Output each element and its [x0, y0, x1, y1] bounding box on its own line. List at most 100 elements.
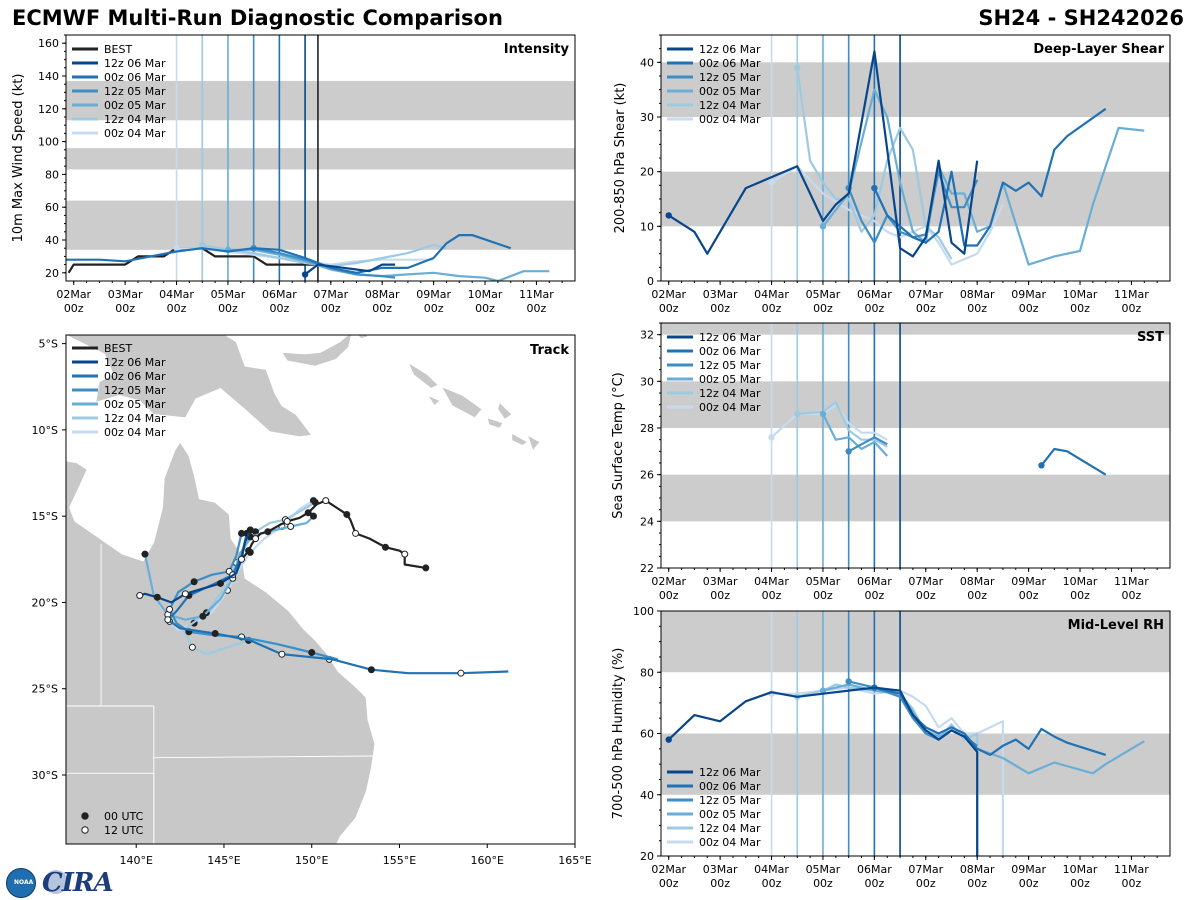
- sst-xtick-label: 07Mar: [908, 575, 943, 588]
- rh-title: Mid-Level RH: [1068, 618, 1164, 633]
- shear-legend-label: 00z 04 Mar: [699, 113, 761, 126]
- intensity-series-start-marker: [301, 271, 309, 278]
- map-land-australia: [66, 441, 376, 844]
- rh-series-r12z04: [796, 683, 979, 856]
- sst-xtick-label: 09Mar: [1011, 575, 1046, 588]
- intensity-ytick-label: 60: [45, 201, 59, 214]
- rh-xtick-label: 00z: [1122, 877, 1142, 890]
- rh-xtick-label: 00z: [1019, 877, 1039, 890]
- track-marker-00utc: [308, 648, 316, 656]
- sst-ytick-label: 28: [640, 422, 654, 435]
- sst-xtick-label: 00z: [762, 589, 782, 602]
- shear-xtick-label: 00z: [659, 302, 679, 315]
- shear-xtick-label: 00z: [1070, 302, 1090, 315]
- sst-series-r00z05: [822, 413, 889, 457]
- shear-band: [661, 171, 1170, 227]
- intensity-xtick-label: 09Mar: [416, 288, 451, 301]
- track-marker-12utc: [352, 529, 360, 537]
- rh-xtick-label: 06Mar: [857, 863, 892, 876]
- shear-xtick-label: 00z: [762, 302, 782, 315]
- map-land-new-guinea: [66, 335, 313, 438]
- intensity-panel: 2040608010012014016002Mar00z03Mar00z04Ma…: [11, 34, 576, 315]
- shear-ytick-label: 30: [640, 111, 654, 124]
- sst-xtick-label: 00z: [916, 589, 936, 602]
- intensity-xtick-label: 04Mar: [159, 288, 194, 301]
- track-frame: [65, 334, 576, 845]
- shear-xtick-label: 05Mar: [806, 288, 841, 301]
- rh-xtick-label: 00z: [967, 877, 987, 890]
- track-ytick-label: 30°S: [32, 769, 58, 782]
- sst-series-start-marker: [768, 434, 775, 441]
- track-marker-00utc: [264, 528, 272, 536]
- track-ytick-label: 20°S: [32, 596, 58, 609]
- shear-ytick-label: 10: [640, 220, 654, 233]
- shear-xtick-label: 00z: [1122, 302, 1142, 315]
- track-legend2-label: 12 UTC: [104, 824, 144, 837]
- sst-xtick-label: 02Mar: [651, 575, 686, 588]
- track-ytick-label: 15°S: [32, 510, 58, 523]
- shear-series-start-marker: [665, 212, 672, 219]
- rh-series-start-marker: [665, 736, 672, 743]
- rh-legend-label: 00z 05 Mar: [699, 808, 761, 821]
- shear-xtick-label: 00z: [864, 302, 884, 315]
- intensity-series-r00z05: [228, 248, 550, 281]
- intensity-ytick-label: 140: [38, 70, 59, 83]
- sst-xtick-label: 03Mar: [703, 575, 738, 588]
- track-legend2-marker: [81, 812, 89, 820]
- sst-xtick-label: 11Mar: [1114, 575, 1149, 588]
- cira-logo-text: CIRA: [42, 868, 114, 898]
- map-land-new-ireland: [356, 335, 369, 339]
- sst-xtick-label: 00z: [1070, 589, 1090, 602]
- rh-series-start-marker: [845, 678, 852, 685]
- rh-xtick-label: 00z: [813, 877, 833, 890]
- track-marker-12utc: [252, 535, 260, 543]
- sst-ytick-label: 24: [640, 515, 654, 528]
- shear-series-start-marker: [794, 64, 801, 72]
- track-legend-label: BEST: [104, 342, 132, 355]
- rh-series-start-marker: [819, 687, 827, 694]
- track-marker-12utc: [136, 592, 144, 600]
- shear-series-start-marker: [871, 184, 878, 192]
- track-series-r12z06: [139, 529, 252, 604]
- track-series-r00z06: [166, 533, 509, 675]
- shear-legend-label: 12z 06 Mar: [699, 43, 761, 56]
- track-marker-00utc: [211, 629, 219, 637]
- intensity-xtick-label: 00z: [321, 302, 341, 315]
- figure-title: ECMWF Multi-Run Diagnostic Comparison: [12, 6, 503, 30]
- intensity-series-r00z06: [66, 234, 512, 274]
- track-map: [66, 335, 541, 844]
- intensity-xtick-label: 00z: [167, 302, 187, 315]
- intensity-xtick-label: 00z: [218, 302, 238, 315]
- sst-xtick-label: 00z: [1019, 589, 1039, 602]
- intensity-xtick-label: 00z: [372, 302, 392, 315]
- track-series-best: [242, 499, 426, 569]
- sst-legend-label: 00z 04 Mar: [699, 401, 761, 414]
- sst-xtick-label: 08Mar: [960, 575, 995, 588]
- shear-series-start-marker: [768, 179, 775, 186]
- sst-title: SST: [1137, 330, 1164, 345]
- shear-xtick-label: 09Mar: [1011, 288, 1046, 301]
- shear-legend-label: 12z 04 Mar: [699, 99, 761, 112]
- cira-logo: NOAA CIRA: [4, 866, 116, 898]
- shear-xtick-label: 00z: [916, 302, 936, 315]
- intensity-ytick-label: 80: [45, 168, 59, 181]
- shear-band: [661, 62, 1170, 117]
- rh-xtick-label: 00z: [762, 877, 782, 890]
- track-marker-12utc: [181, 590, 189, 598]
- rh-xtick-label: 11Mar: [1114, 863, 1149, 876]
- sst-xtick-label: 00z: [967, 589, 987, 602]
- intensity-xtick-label: 02Mar: [56, 288, 91, 301]
- shear-xtick-label: 00z: [710, 302, 730, 315]
- rh-ytick-label: 20: [640, 850, 654, 863]
- rh-legend-label: 00z 04 Mar: [699, 836, 761, 849]
- map-land-island: [440, 386, 483, 419]
- shear-series-start-marker: [819, 223, 827, 230]
- track-marker-12utc: [166, 605, 174, 613]
- track-marker-00utc: [246, 526, 254, 534]
- rh-legend-label: 12z 06 Mar: [699, 766, 761, 779]
- track-marker-12utc: [238, 555, 246, 563]
- shear-legend-label: 12z 05 Mar: [699, 71, 761, 84]
- sst-series-start-marker: [845, 448, 852, 455]
- intensity-xtick-label: 05Mar: [211, 288, 246, 301]
